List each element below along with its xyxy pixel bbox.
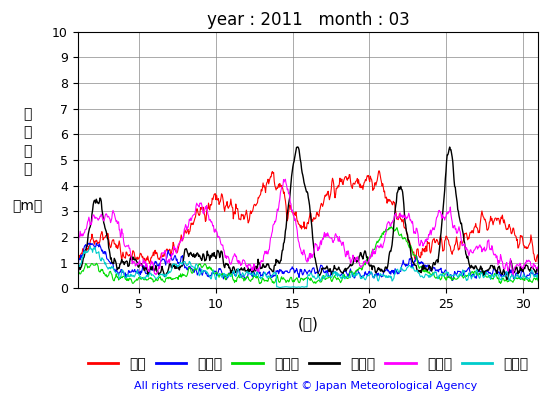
経ヶ嶬 (406, 238, 412, 243)
Title: year : 2011   month : 03: year : 2011 month : 03 (206, 11, 410, 29)
経ヶ嶬 (288, 174, 295, 179)
江ノ島 (417, 260, 423, 265)
Legend: 松前, 江ノ島, 石廈崎, 経ヶ嶬, 福江島, 佐多嶬: 松前, 江ノ島, 石廈崎, 経ヶ嶬, 福江島, 佐多嶬 (82, 351, 534, 376)
Text: All rights reserved. Copyright © Japan Meteorological Agency: All rights reserved. Copyright © Japan M… (134, 381, 477, 391)
松前 (139, 255, 145, 260)
佐多嶬 (76, 264, 83, 269)
石廈崎 (74, 274, 81, 278)
佐多嶬 (535, 277, 542, 282)
佐多嶬 (406, 263, 413, 268)
佐多嶬 (139, 276, 146, 281)
石廈崎 (139, 275, 145, 280)
石廈崎 (406, 245, 413, 250)
Line: 江ノ島: 江ノ島 (78, 243, 538, 280)
佐多嶬 (271, 271, 278, 276)
福江島 (535, 270, 542, 275)
江ノ島 (74, 265, 81, 270)
福江島 (74, 254, 81, 258)
経ヶ嶬 (503, 277, 510, 282)
経ヶ嶬 (535, 269, 542, 274)
松前 (271, 179, 278, 184)
福江島 (289, 207, 296, 212)
経ヶ嶬 (271, 263, 278, 268)
石廈崎 (271, 280, 278, 285)
福江島 (406, 211, 412, 216)
福江島 (76, 234, 83, 239)
佐多嶬 (290, 284, 296, 289)
経ヶ嶬 (417, 269, 423, 274)
X-axis label: (日): (日) (297, 317, 319, 332)
経ヶ嶬 (76, 265, 83, 269)
福江島 (139, 262, 145, 267)
経ヶ嶬 (139, 263, 145, 268)
佐多嶬 (74, 270, 81, 275)
経ヶ嶬 (74, 274, 81, 279)
松前 (376, 168, 382, 173)
石廈崎 (417, 264, 424, 269)
石廈崎 (256, 281, 263, 286)
江ノ島 (76, 257, 83, 261)
経ヶ嶬 (295, 145, 301, 149)
Text: 有
義
波
高

（m）: 有 義 波 高 （m） (12, 107, 42, 213)
江ノ島 (85, 241, 92, 245)
Line: 経ヶ嶬: 経ヶ嶬 (78, 147, 538, 279)
佐多嶬 (277, 285, 284, 290)
佐多嶬 (87, 244, 93, 249)
江ノ島 (289, 264, 296, 269)
江ノ島 (139, 263, 146, 268)
福江島 (282, 177, 289, 182)
松前 (417, 255, 423, 260)
石廈崎 (76, 271, 83, 276)
福江島 (417, 243, 423, 248)
松前 (288, 208, 295, 213)
松前 (535, 261, 542, 265)
松前 (76, 254, 83, 259)
松前 (406, 240, 412, 245)
Line: 石廈崎: 石廈崎 (78, 227, 538, 284)
佐多嶬 (417, 275, 424, 279)
福江島 (271, 222, 278, 226)
松前 (74, 265, 81, 270)
石廈崎 (535, 279, 542, 284)
江ノ島 (271, 273, 278, 278)
石廈崎 (388, 224, 395, 229)
Line: 福江島: 福江島 (78, 179, 538, 275)
福江島 (509, 272, 516, 277)
Line: 佐多嶬: 佐多嶬 (78, 246, 538, 288)
石廈崎 (289, 278, 296, 283)
江ノ島 (535, 276, 542, 280)
江ノ島 (449, 278, 456, 283)
Line: 松前: 松前 (78, 171, 538, 267)
江ノ島 (406, 260, 412, 265)
